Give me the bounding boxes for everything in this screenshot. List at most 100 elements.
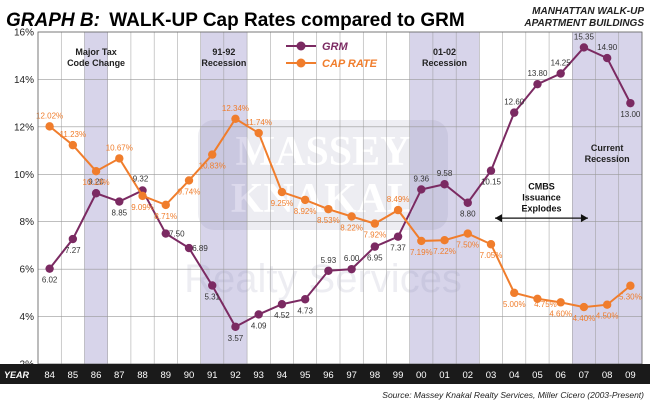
- cap-rate-point: [161, 200, 170, 210]
- cap-rate-data-label: 12.34%: [222, 104, 249, 113]
- grm-point: [463, 198, 472, 207]
- grm-point: [370, 242, 380, 251]
- x-tick-label: 06: [555, 370, 566, 381]
- cap-rate-data-label: 8.71%: [154, 212, 177, 221]
- x-tick-label: 02: [462, 370, 473, 381]
- cap-rate-data-label: 7.92%: [364, 231, 387, 240]
- y-tick-label: 4%: [20, 312, 35, 323]
- x-tick-label: 04: [509, 370, 520, 381]
- watermark-badge: [198, 120, 448, 230]
- shaded-period-2: [409, 32, 480, 364]
- grm-data-label: 6.00: [344, 254, 360, 263]
- grm-data-label: 13.00: [620, 110, 641, 119]
- chart-title-prefix: GRAPH B:: [6, 10, 100, 31]
- grm-point: [208, 281, 217, 290]
- cap-rate-point: [231, 114, 240, 123]
- x-tick-label: 85: [68, 370, 79, 381]
- cap-rate-point: [626, 281, 635, 290]
- shaded-period-label-3-0: Current: [591, 143, 624, 153]
- grm-point: [440, 180, 449, 189]
- x-tick-label: 08: [602, 370, 613, 381]
- grm-data-label: 3.57: [228, 334, 244, 343]
- cap-rate-point: [602, 300, 612, 309]
- x-tick-label: 99: [393, 370, 404, 381]
- x-tick-label: 00: [416, 370, 427, 381]
- grm-point: [347, 264, 356, 274]
- grm-point: [393, 232, 403, 241]
- grm-point: [324, 266, 333, 276]
- cap-rate-point: [440, 236, 449, 245]
- watermark-line1: MASSEY: [235, 129, 410, 175]
- series: [45, 43, 635, 331]
- cap-rate-point: [579, 302, 589, 312]
- cap-rate-data-label: 11.74%: [245, 118, 272, 127]
- cap-rate-point: [254, 128, 263, 138]
- recession-bands: [84, 32, 642, 364]
- cap-rate-point: [463, 229, 472, 238]
- grm-data-label: 13.80: [527, 69, 548, 78]
- shaded-period-label-1-1: Recession: [201, 58, 246, 68]
- cap-rate-data-label: 9.25%: [271, 199, 294, 208]
- grm-data-label: 14.90: [597, 43, 618, 52]
- grm-point: [91, 189, 101, 198]
- chart-title: GRAPH B: WALK-UP Cap Rates compared to G…: [6, 10, 465, 31]
- grm-point: [556, 69, 565, 78]
- x-tick-label: 96: [323, 370, 334, 381]
- shaded-period-0: [84, 32, 108, 364]
- x-tick-label: 90: [184, 370, 195, 381]
- shaded-period-label-0-1: Code Change: [67, 58, 125, 68]
- source-note: Source: Massey Knakal Realty Services, M…: [382, 390, 644, 400]
- cap-rate-data-label: 4.50%: [596, 312, 619, 321]
- watermark: MASSEY KNAKAL Realty Services: [184, 120, 462, 301]
- cap-rate-point: [370, 219, 380, 228]
- grm-point: [115, 197, 124, 206]
- chart-title-main: WALK-UP Cap Rates compared to GRM: [109, 10, 464, 31]
- grm-data-label: 7.37: [390, 244, 406, 253]
- cap-rate-data-label: 9.74%: [178, 187, 201, 196]
- grm-data-label: 4.52: [274, 311, 290, 320]
- grm-point: [626, 98, 635, 108]
- x-tick-label: 97: [346, 370, 357, 381]
- cap-rate-point: [184, 176, 194, 185]
- legend: GRM CAP RATE: [286, 41, 378, 70]
- y-tick-label: 6%: [20, 265, 35, 276]
- grm-point: [486, 166, 496, 175]
- grm-data-label: 9.32: [133, 174, 149, 183]
- grm-point: [533, 79, 542, 89]
- cap-rate-data-label: 5.30%: [619, 293, 642, 302]
- cap-rate-data-label: 7.50%: [456, 241, 479, 250]
- legend-grm-marker: [296, 41, 306, 51]
- cap-rate-data-label: 8.53%: [317, 216, 340, 225]
- grm-data-label: 4.73: [297, 306, 313, 315]
- grm-data-label: 6.02: [42, 276, 58, 285]
- x-tick-label: 98: [370, 370, 381, 381]
- cap-rate-data-label: 4.75%: [534, 300, 557, 309]
- x-tick-label: 03: [486, 370, 497, 381]
- cap-rate-point: [300, 195, 310, 205]
- watermark-line3: Realty Services: [184, 257, 462, 301]
- chart-subtitle-line2: APARTMENT BUILDINGS: [523, 18, 644, 29]
- x-tick-label: 89: [160, 370, 171, 381]
- grm-data-label: 5.93: [321, 256, 337, 265]
- cap-rate-point: [208, 150, 217, 159]
- x-axis-bar: [0, 364, 650, 384]
- grm-point: [254, 310, 263, 319]
- y-tick-label: 8%: [20, 217, 35, 228]
- cap-rate-data-label: 7.05%: [480, 251, 503, 260]
- cap-rate-point: [347, 212, 356, 221]
- y-tick-label: 12%: [14, 122, 34, 133]
- x-tick-label: 93: [253, 370, 264, 381]
- cap-rate-point: [556, 298, 565, 307]
- cap-rate-point: [115, 154, 124, 163]
- y-tick-label: 10%: [14, 170, 34, 181]
- grm-data-label: 6.95: [367, 254, 383, 263]
- cap-rate-data-label: 12.02%: [36, 111, 63, 120]
- cap-rate-data-label: 8.22%: [340, 223, 363, 232]
- x-tick-label: 01: [439, 370, 450, 381]
- x-tick-label: 07: [579, 370, 590, 381]
- cap-rate-point: [510, 288, 519, 298]
- x-tick-label: 09: [625, 370, 636, 381]
- grm-data-label: 4.09: [251, 321, 267, 330]
